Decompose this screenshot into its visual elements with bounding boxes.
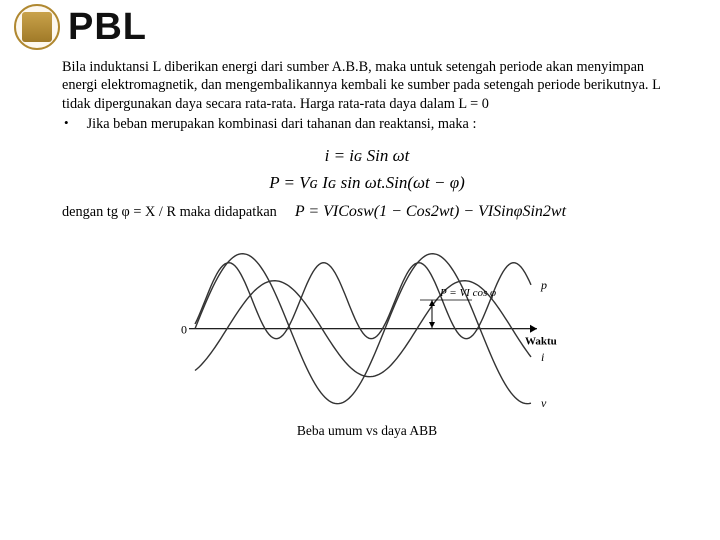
equation-1: i = iɢ Sin ωt xyxy=(62,143,672,169)
svg-text:v: v xyxy=(541,397,547,411)
equation-3: P = VICosw(1 − Cos2wt) − VISinφSin2wt xyxy=(295,202,566,222)
svg-text:i: i xyxy=(541,350,544,364)
equation-2: P = Vɢ Iɢ sin ωt.Sin(ωt − φ) xyxy=(62,170,672,196)
svg-text:Waktu: Waktu xyxy=(525,336,557,348)
logo xyxy=(14,4,60,50)
chart-caption: Beba umum vs daya ABB xyxy=(62,422,672,439)
bullet-text: Jika beban merupakan kombinasi dari taha… xyxy=(87,115,477,133)
svg-text:0: 0 xyxy=(181,323,187,337)
svg-text:p: p xyxy=(540,278,547,292)
svg-text:P = VI cos φ: P = VI cos φ xyxy=(439,287,496,299)
logo-inner xyxy=(22,12,52,42)
page-title: PBL xyxy=(68,6,147,49)
equation-prefix: dengan tg φ = X / R maka didapatkan xyxy=(62,203,277,221)
waveform-chart: 0 Waktu v i p P = VI cos φ xyxy=(167,228,567,418)
paragraph-main: Bila induktansi L diberikan energi dari … xyxy=(62,58,672,113)
bullet-dot: • xyxy=(62,115,69,133)
